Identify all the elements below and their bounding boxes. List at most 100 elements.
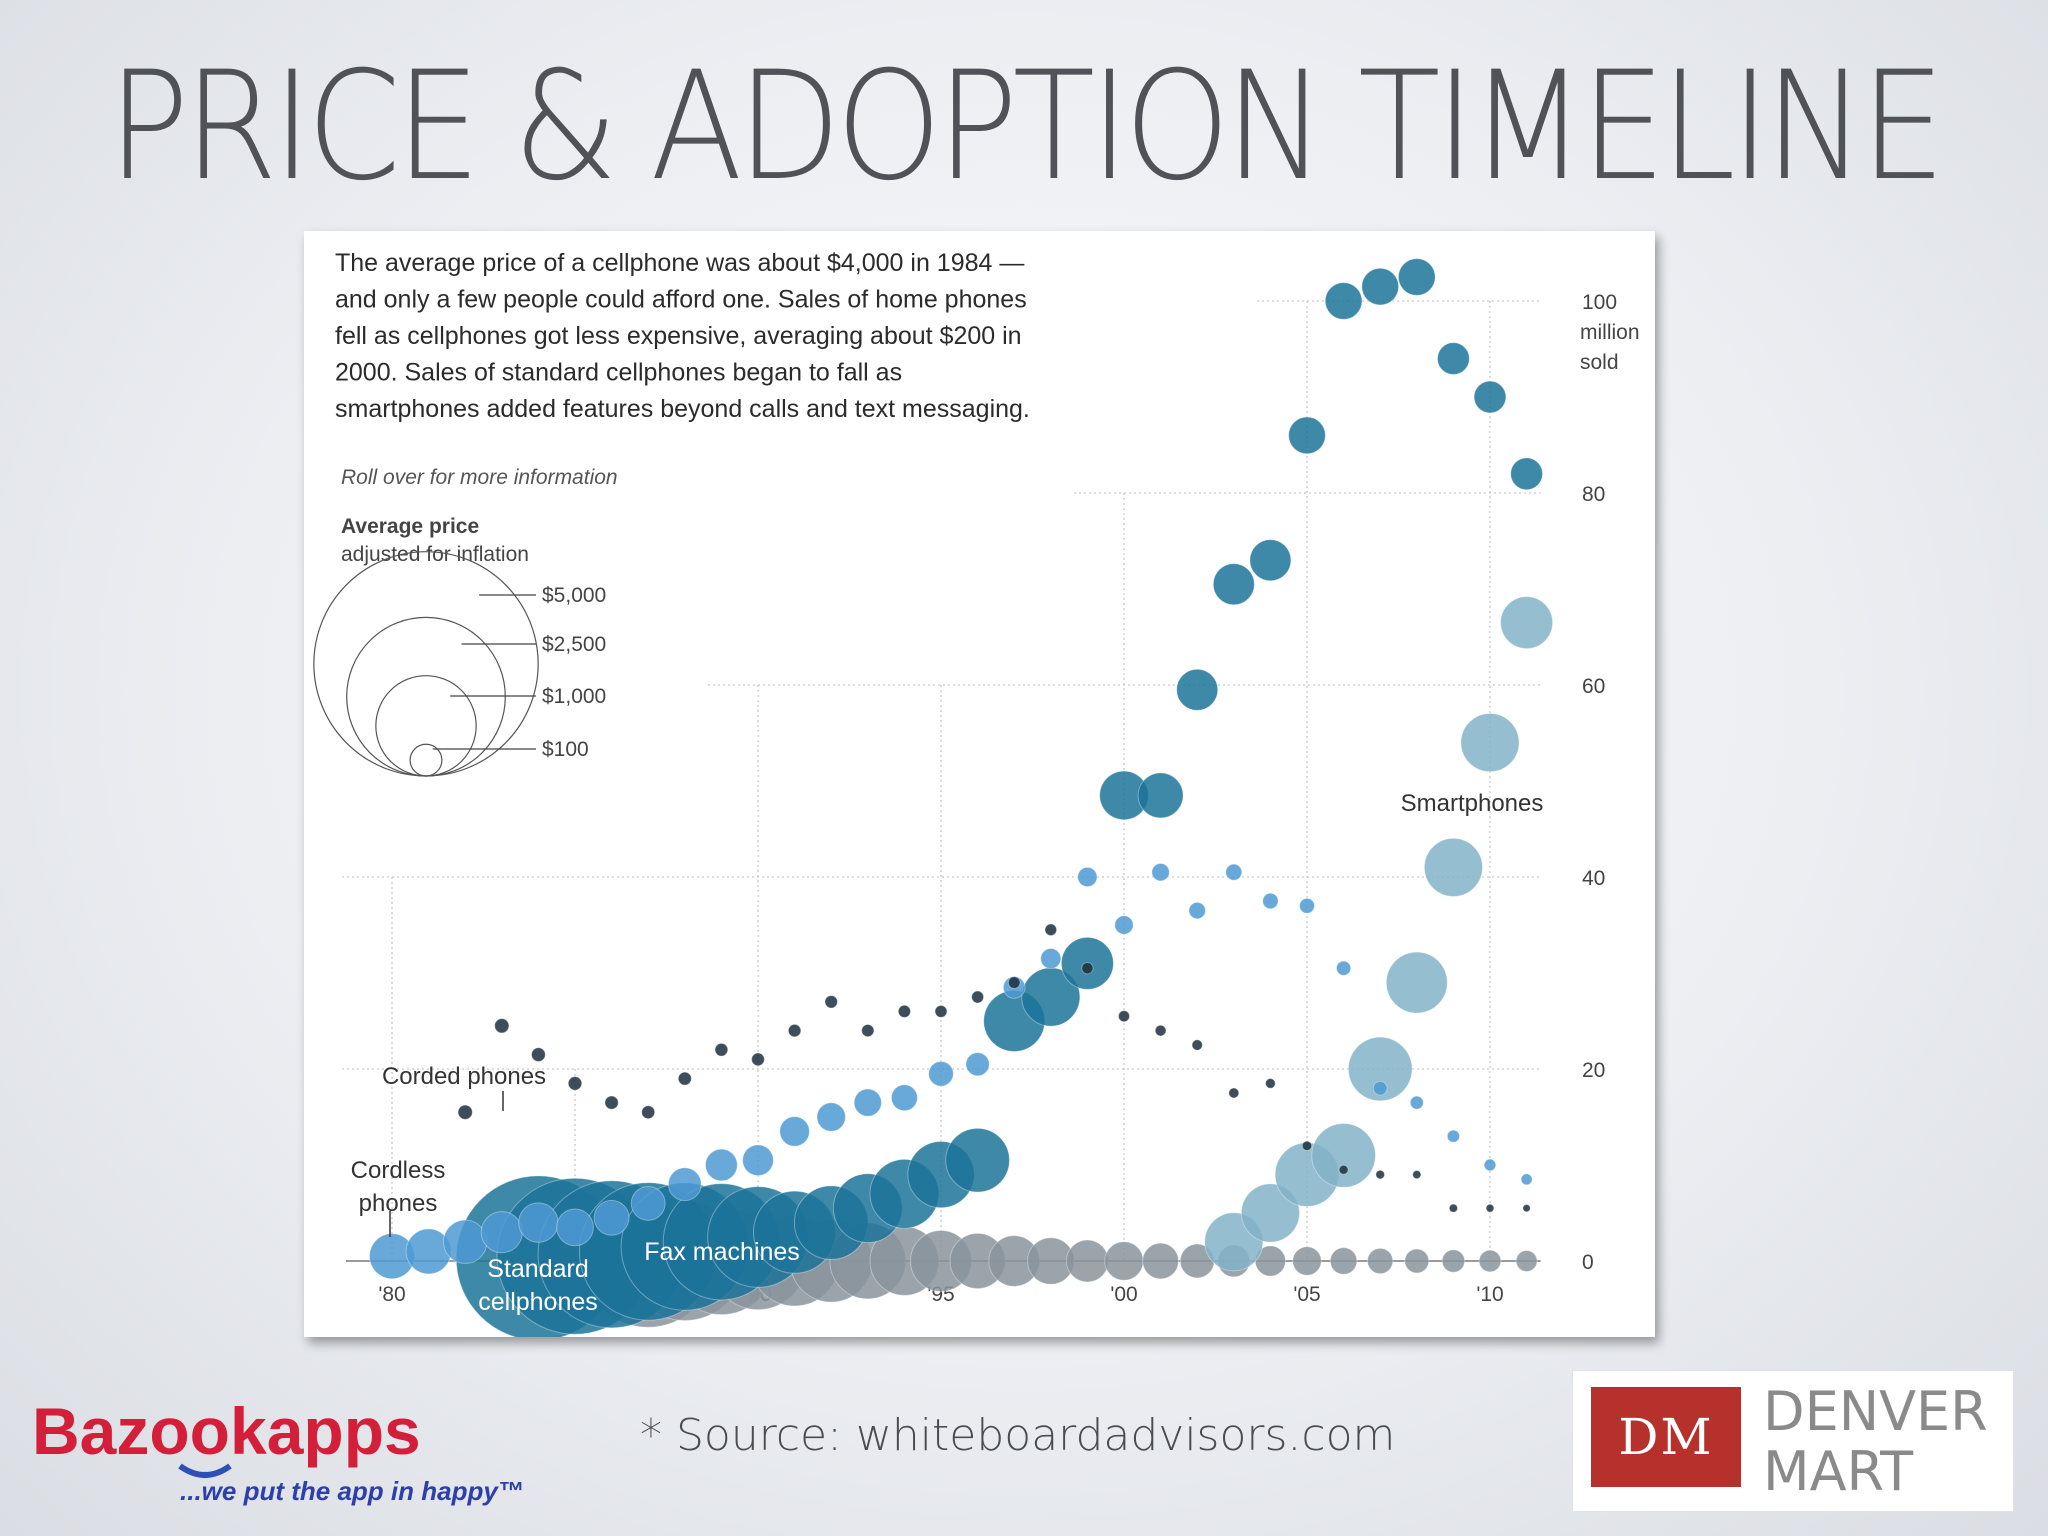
bubble-fax[interactable] (1478, 1249, 1502, 1273)
bubble-corded[interactable] (1448, 1203, 1459, 1213)
bubble-corded[interactable] (677, 1071, 692, 1086)
bubble-cordless[interactable] (593, 1199, 630, 1236)
bubble-corded[interactable] (494, 1018, 510, 1034)
bubble-cordless[interactable] (1262, 892, 1279, 910)
bubble-smartphone[interactable] (1240, 1183, 1300, 1243)
bubble-cellphone[interactable] (1324, 282, 1363, 320)
bubble-cordless[interactable] (1520, 1173, 1533, 1186)
bubble-cordless[interactable] (965, 1052, 990, 1077)
bubble-corded[interactable] (1044, 923, 1058, 937)
bazookapps-tagline: ...we put the app in happy™ (180, 1476, 524, 1506)
x-tick-label: '80 (378, 1283, 405, 1306)
bubble-corded[interactable] (1338, 1164, 1349, 1175)
bubble-corded[interactable] (1522, 1204, 1531, 1213)
bubble-cordless[interactable] (779, 1116, 810, 1147)
bubble-cordless[interactable] (704, 1148, 738, 1182)
bubble-fax[interactable] (1142, 1242, 1180, 1280)
bubble-cellphone[interactable] (1473, 380, 1507, 414)
intro-line: smartphones added features beyond calls … (335, 395, 1030, 423)
bubble-cordless[interactable] (1077, 866, 1098, 888)
chart-panel: '80'90'95'00'05'10020406080100millionsol… (304, 231, 1655, 1337)
bubble-smartphone[interactable] (1311, 1123, 1376, 1188)
bubble-smartphone[interactable] (1423, 837, 1483, 897)
bubble-cordless[interactable] (816, 1102, 846, 1132)
bubble-smartphone[interactable] (1500, 596, 1554, 650)
bubble-corded[interactable] (604, 1095, 619, 1110)
bubble-corded[interactable] (787, 1023, 802, 1038)
size-legend-label: $2,500 (542, 633, 606, 656)
bubble-corded[interactable] (641, 1105, 656, 1120)
bubble-corded[interactable] (567, 1076, 583, 1091)
size-legend-circle (346, 616, 506, 777)
bubble-cordless[interactable] (442, 1219, 488, 1265)
bubble-cordless[interactable] (1299, 897, 1315, 914)
bubble-fax[interactable] (1515, 1250, 1538, 1272)
bubble-cellphone[interactable] (1361, 267, 1400, 306)
bubble-cordless[interactable] (1409, 1095, 1424, 1110)
dm-mark: DM (1591, 1387, 1741, 1487)
bubble-corded[interactable] (1228, 1087, 1240, 1099)
y-tick-label: 40 (1582, 867, 1605, 890)
bubble-fax[interactable] (1404, 1248, 1430, 1274)
bubble-fax[interactable] (1367, 1247, 1394, 1275)
bubble-cellphone[interactable] (945, 1127, 1010, 1193)
series-labels: Fax machines Standard cellphones Smartphone… (351, 790, 1544, 1316)
bubble-cordless[interactable] (1446, 1129, 1460, 1143)
bubble-cellphone[interactable] (1176, 668, 1219, 711)
bubble-cordless[interactable] (1335, 960, 1352, 976)
bubble-cordless[interactable] (1483, 1158, 1497, 1172)
bubble-corded[interactable] (824, 995, 838, 1009)
bubble-corded[interactable] (1375, 1169, 1386, 1180)
bubble-cellphone[interactable] (1288, 416, 1326, 455)
bubble-corded[interactable] (1117, 1010, 1131, 1023)
bubble-smartphone[interactable] (1460, 713, 1520, 773)
bubble-cordless[interactable] (1225, 863, 1243, 881)
bubble-cordless[interactable] (1372, 1080, 1388, 1096)
bubble-cordless[interactable] (556, 1208, 594, 1247)
bubble-corded[interactable] (1301, 1140, 1313, 1151)
bubble-smartphone[interactable] (1385, 951, 1448, 1014)
bubble-cordless[interactable] (928, 1060, 954, 1087)
adoption-bubble-chart[interactable]: '80'90'95'00'05'10020406080100millionsol… (304, 231, 1655, 1337)
bubble-cordless[interactable] (518, 1202, 559, 1243)
size-legend-title: Average price (341, 515, 479, 538)
bubble-fax[interactable] (1065, 1239, 1109, 1283)
bubble-fax[interactable] (1441, 1249, 1466, 1273)
bubble-cordless[interactable] (630, 1185, 666, 1221)
bubble-cordless[interactable] (1040, 948, 1062, 970)
bubble-cordless[interactable] (890, 1084, 918, 1112)
bubble-cellphone[interactable] (1510, 457, 1544, 491)
bubble-smartphone[interactable] (1347, 1036, 1413, 1102)
bubble-corded[interactable] (751, 1052, 765, 1067)
bubble-cellphone[interactable] (1212, 563, 1255, 606)
bubble-cordless[interactable] (1151, 862, 1170, 882)
bubble-cellphone[interactable] (1397, 258, 1436, 296)
bubble-corded[interactable] (971, 990, 985, 1004)
bubble-corded[interactable] (1154, 1024, 1167, 1037)
bubble-corded[interactable] (457, 1104, 473, 1120)
bubble-cordless[interactable] (853, 1088, 882, 1117)
bubble-corded[interactable] (1485, 1203, 1495, 1213)
bubble-corded[interactable] (861, 1024, 875, 1038)
bubble-corded[interactable] (897, 1004, 911, 1018)
bubble-fax[interactable] (1104, 1241, 1144, 1281)
bubble-corded[interactable] (714, 1042, 729, 1057)
bubble-cordless[interactable] (742, 1144, 774, 1177)
bubble-cordless[interactable] (667, 1167, 702, 1202)
bubble-cordless[interactable] (1188, 901, 1206, 920)
bubble-fax[interactable] (1292, 1246, 1322, 1276)
bubble-cellphone[interactable] (1436, 342, 1470, 376)
bubble-cordless[interactable] (480, 1211, 523, 1254)
bubble-corded[interactable] (531, 1047, 546, 1062)
bubble-cellphone[interactable] (1137, 772, 1184, 819)
bubble-corded[interactable] (934, 1004, 948, 1018)
bubble-cellphone[interactable] (1249, 539, 1292, 582)
bubble-fax[interactable] (1329, 1247, 1358, 1275)
bubble-corded[interactable] (1081, 962, 1094, 975)
denver-word: DENVER (1763, 1380, 1988, 1443)
bubble-corded[interactable] (1007, 976, 1021, 989)
bubble-corded[interactable] (1265, 1078, 1276, 1089)
bubble-corded[interactable] (1191, 1039, 1203, 1051)
bubble-corded[interactable] (1412, 1169, 1422, 1180)
bubble-cordless[interactable] (1114, 915, 1134, 935)
